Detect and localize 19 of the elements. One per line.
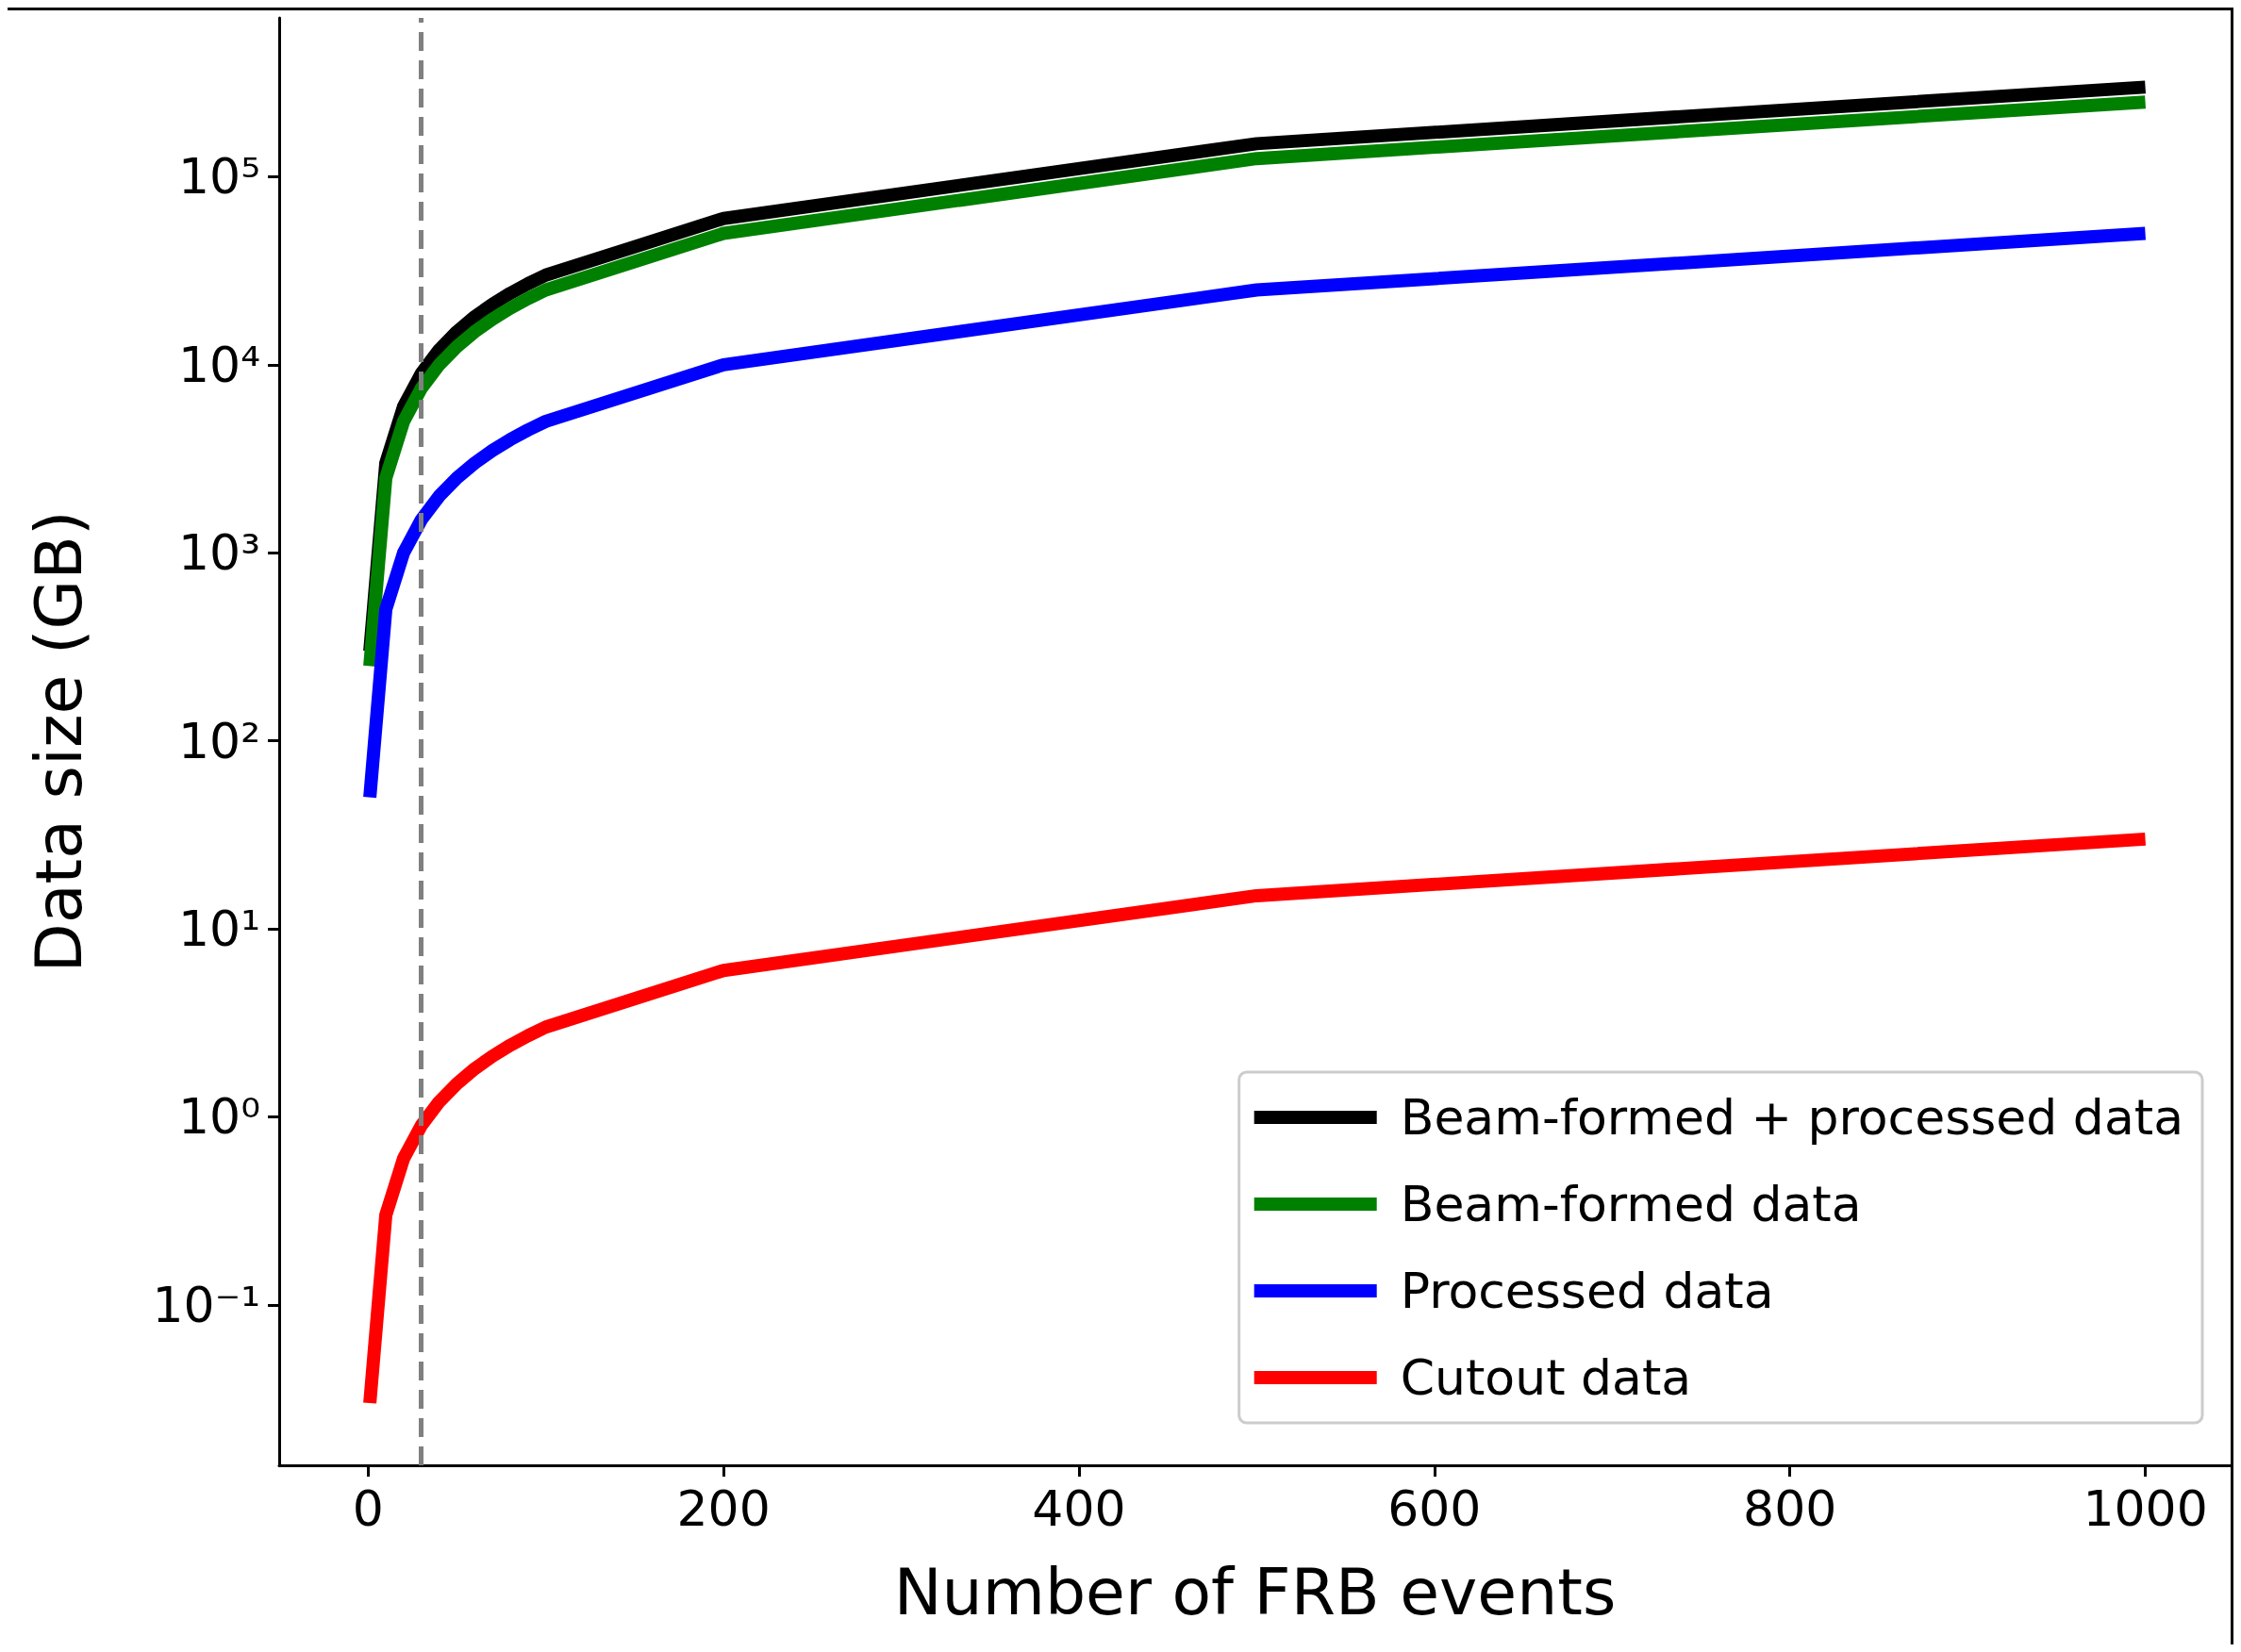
x-axis-title: Number of FRB events xyxy=(893,1554,1617,1629)
legend-label: Beam-formed + processed data xyxy=(1400,1089,2184,1146)
y-tick-label: 10⁻¹ xyxy=(152,1276,260,1333)
y-tick-label: 10⁰ xyxy=(177,1088,260,1146)
x-tick-label: 1000 xyxy=(2083,1480,2208,1537)
legend-label: Beam-formed data xyxy=(1400,1176,1862,1232)
y-tick-label: 10⁴ xyxy=(177,336,260,393)
legend-label: Cutout data xyxy=(1400,1349,1692,1406)
x-tick-label: 600 xyxy=(1387,1480,1482,1537)
x-tick-label: 0 xyxy=(352,1480,384,1537)
y-tick-label: 10¹ xyxy=(177,900,260,957)
x-tick-label: 800 xyxy=(1743,1480,1837,1537)
y-tick-label: 10² xyxy=(177,712,260,769)
y-tick-label: 10⁵ xyxy=(177,148,260,206)
y-tick-label: 10³ xyxy=(177,524,260,582)
x-tick-label: 200 xyxy=(676,1480,771,1537)
x-tick-label: 400 xyxy=(1032,1480,1126,1537)
legend-label: Processed data xyxy=(1400,1263,1774,1319)
y-axis-title: Data size (GB) xyxy=(21,510,96,973)
